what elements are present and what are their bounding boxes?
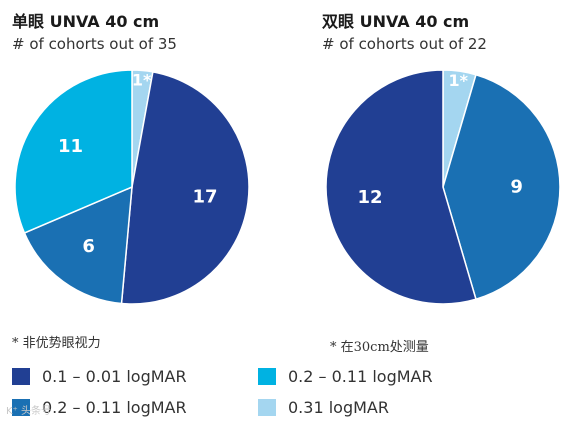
pie-charts: 1* 17 6 11 1* 9 12	[14, 69, 561, 305]
legend-swatch	[12, 398, 30, 416]
pie-2-slice-3-label: 12	[357, 187, 382, 208]
pie-1-slice-3	[23, 185, 133, 305]
chart-1-subtitle: # of cohorts out of 35	[12, 35, 177, 53]
pie-2-slice-2	[442, 73, 561, 301]
pie-2-slice-1-label: 1*	[449, 71, 469, 90]
pie-1-slice-4	[14, 69, 133, 234]
legend-swatch	[258, 367, 276, 385]
chart-2-title: 双眼 UNVA 40 cm	[322, 12, 470, 31]
pie-2-slice-2-label: 9	[510, 177, 523, 198]
legend-item-4: 0.31 logMAR	[258, 397, 389, 417]
watermark: K⁺ 头条号	[6, 406, 52, 417]
legend-label: 0.2 – 0.11 logMAR	[42, 397, 187, 417]
legend-item-3: 0.2 – 0.11 logMAR	[12, 397, 187, 417]
legend-item-1: 0.1 – 0.01 logMAR	[12, 366, 187, 386]
legend-label: 0.31 logMAR	[288, 397, 389, 417]
legend-swatch	[12, 367, 30, 385]
legend-swatch	[258, 398, 276, 416]
pie-1-slice-4-label: 11	[58, 136, 83, 157]
legend-label: 0.2 – 0.11 logMAR	[288, 366, 433, 386]
chart-1-title: 单眼 UNVA 40 cm	[12, 12, 160, 31]
chart-2-subtitle: # of cohorts out of 22	[322, 35, 487, 53]
pie-1-slice-2-label: 17	[192, 186, 217, 207]
legend-label: 0.1 – 0.01 logMAR	[42, 366, 187, 386]
pie-1-slice-3-label: 6	[82, 236, 95, 257]
chart-2-footnote: * 在30cm处测量	[330, 340, 429, 355]
pie-2-slice-3	[325, 69, 477, 305]
legend-item-2: 0.2 – 0.11 logMAR	[258, 366, 433, 386]
pie-1-slice-2	[120, 71, 250, 305]
pie-1-slice-1-label: 1*	[132, 70, 152, 89]
chart-1-footnote: * 非优势眼视力	[12, 336, 101, 351]
